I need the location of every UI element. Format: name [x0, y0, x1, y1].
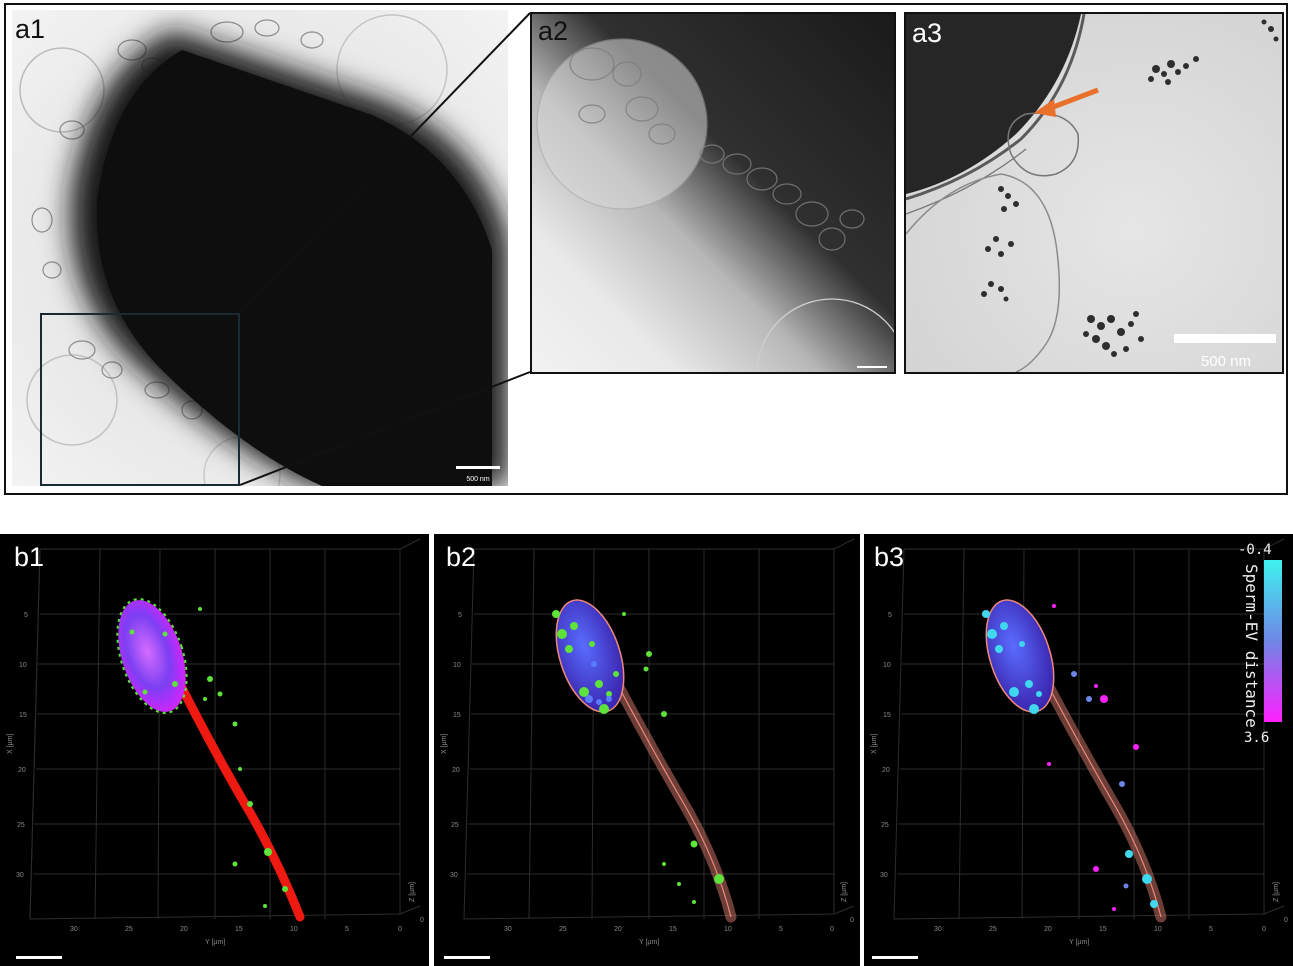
b1-x-tick-1: 10 [19, 662, 27, 669]
b3-y-tick-0: 30 [934, 926, 942, 933]
b2-y-tick-0: 30 [504, 926, 512, 933]
b2-y-tick-6: 0 [830, 926, 834, 933]
colorbar-max-label: -0.4 [1238, 542, 1272, 558]
b2-x-tick-5: 30 [450, 872, 458, 879]
b3-x-axis-label: X [µm] [871, 734, 878, 754]
b1-y-axis-label: Y [µm] [205, 939, 225, 946]
b1-y-tick-0: 30 [70, 926, 78, 933]
panel-label-b3: b3 [874, 542, 905, 572]
a3-orange-arrow [1034, 87, 1099, 117]
b1-x-tick-3: 20 [18, 767, 26, 774]
b3-z-tick-0: 0 [1284, 917, 1288, 924]
b2-y-tick-2: 20 [614, 926, 622, 933]
b2-y-tick-5: 5 [779, 926, 783, 933]
b3-x-tick-4: 25 [881, 822, 889, 829]
panel-b3-image: 5 10 15 20 25 30 30 25 20 15 10 5 0 Y [µ… [864, 534, 1293, 966]
b1-y-tick-5: 5 [345, 926, 349, 933]
b3-x-tick-0: 5 [888, 612, 892, 619]
b2-z-axis-label: Z [µm] [841, 882, 848, 902]
b1-z-tick-0: 0 [420, 917, 424, 924]
a3-scale-label: 500 nm [1201, 353, 1251, 370]
b3-z-axis-label: Z [µm] [1273, 882, 1280, 902]
b1-x-tick-4: 25 [17, 822, 25, 829]
panel-label-a3: a3 [912, 18, 943, 48]
panel-label-a2: a2 [538, 16, 569, 46]
b2-x-tick-4: 25 [451, 822, 459, 829]
b2-x-tick-1: 10 [453, 662, 461, 669]
b1-y-tick-2: 20 [180, 926, 188, 933]
b1-y-tick-1: 25 [125, 926, 133, 933]
b3-y-tick-6: 0 [1262, 926, 1266, 933]
b3-y-tick-3: 15 [1099, 926, 1107, 933]
b1-x-tick-5: 30 [16, 872, 24, 879]
a1-scale-label: 500 nm [466, 476, 490, 483]
b2-x-axis-label: X [µm] [441, 734, 448, 754]
b2-y-tick-4: 10 [724, 926, 732, 933]
panel-label-b1: b1 [14, 542, 45, 572]
a1-zoom-box [40, 313, 240, 486]
b2-z-tick-0: 0 [850, 917, 854, 924]
panel-a3-image: 500 nm a3 [904, 12, 1284, 374]
b1-z-axis-label: Z [µm] [409, 882, 416, 902]
b1-x-tick-2: 15 [19, 712, 27, 719]
b1-y-tick-6: 0 [398, 926, 402, 933]
b2-y-tick-1: 25 [559, 926, 567, 933]
b1-x-axis-label: X [µm] [7, 734, 14, 754]
b3-x-tick-5: 30 [880, 872, 888, 879]
b2-y-axis-label: Y [µm] [639, 939, 659, 946]
colorbar-min-label: 3.6 [1244, 730, 1270, 746]
b1-x-tick-0: 5 [24, 612, 28, 619]
panel-a2-image: a2 [530, 12, 896, 374]
b3-y-axis-label: Y [µm] [1069, 939, 1089, 946]
b2-x-tick-0: 5 [458, 612, 462, 619]
panel-label-a1: a1 [15, 14, 46, 44]
b3-x-tick-1: 10 [883, 662, 891, 669]
b2-x-tick-2: 15 [453, 712, 461, 719]
b1-y-tick-3: 15 [235, 926, 243, 933]
b3-y-tick-1: 25 [989, 926, 997, 933]
b1-y-tick-4: 10 [290, 926, 298, 933]
panel-label-b2: b2 [446, 542, 477, 572]
panel-b1-image: 5 10 15 20 25 30 30 25 20 15 10 5 0 Y [µ… [0, 534, 429, 966]
b3-y-tick-2: 20 [1044, 926, 1052, 933]
b3-y-tick-5: 5 [1209, 926, 1213, 933]
b3-x-tick-3: 20 [882, 767, 890, 774]
colorbar-title: Sperm-EV distance [1242, 564, 1261, 728]
b3-y-tick-4: 10 [1154, 926, 1162, 933]
panel-b2-image: 5 10 15 20 25 30 30 25 20 15 10 5 0 Y [µ… [434, 534, 860, 966]
b3-x-tick-2: 15 [883, 712, 891, 719]
b2-x-tick-3: 20 [452, 767, 460, 774]
b2-y-tick-3: 15 [669, 926, 677, 933]
